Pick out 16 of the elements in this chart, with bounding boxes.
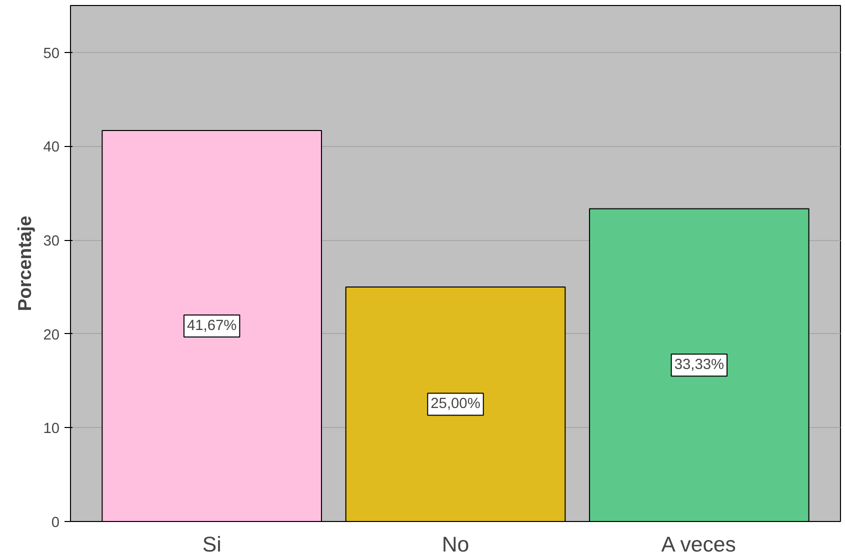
bar <box>345 286 566 522</box>
y-tick-label: 0 <box>51 515 60 531</box>
y-tick-label: 50 <box>43 46 60 62</box>
y-tick-label: 10 <box>43 421 60 438</box>
data-label: 25,00% <box>430 396 480 412</box>
x-tick-label: No <box>442 532 470 556</box>
bar <box>589 208 810 522</box>
x-tick-label: A veces <box>661 532 736 556</box>
bar <box>102 130 322 522</box>
y-tick-label: 40 <box>43 140 60 156</box>
data-label: 41,67% <box>186 318 237 334</box>
y-tick-label: 30 <box>43 234 60 250</box>
x-tick-label: Si <box>202 532 222 556</box>
data-label: 33,33% <box>674 357 724 374</box>
y-axis-title: Porcentaje <box>14 216 36 312</box>
y-tick-label: 20 <box>43 327 60 344</box>
